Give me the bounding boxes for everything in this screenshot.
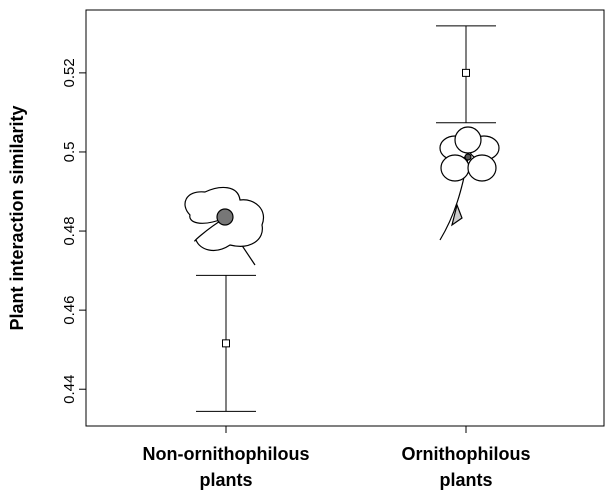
- y-tick-label: 0.5: [61, 142, 78, 163]
- point: [222, 339, 230, 348]
- y-tick-label: 0.48: [61, 216, 78, 245]
- y-tick-label: 0.46: [61, 296, 78, 325]
- y-tick-label: 0.44: [61, 375, 78, 404]
- plot-frame: [85, 9, 605, 427]
- y-axis-label: Plant interaction similarity: [7, 105, 27, 330]
- x-tick-label: Non-ornithophilous plants: [142, 444, 310, 490]
- flower-ornithophilous: [439, 126, 500, 241]
- y-tick-label: 0.52: [61, 58, 78, 87]
- x-tick-label: Ornithophilous plants: [401, 444, 531, 490]
- flower-non-ornithophilous: [184, 186, 264, 266]
- point: [462, 68, 470, 77]
